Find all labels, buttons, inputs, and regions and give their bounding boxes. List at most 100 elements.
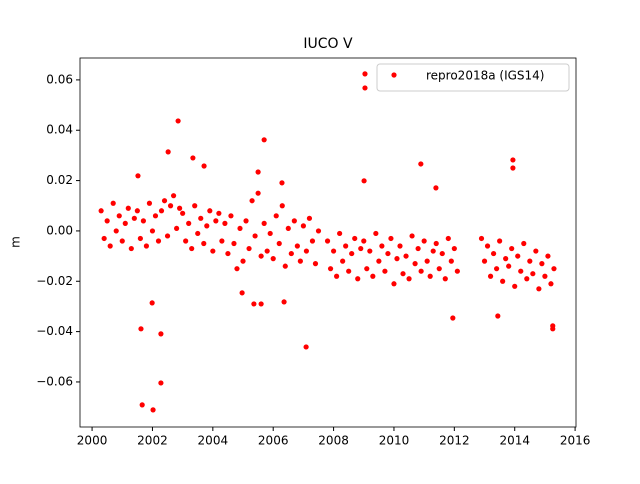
point	[137, 235, 143, 242]
point	[276, 240, 282, 247]
legend-box	[376, 63, 570, 92]
point	[149, 300, 155, 306]
point	[303, 344, 309, 350]
point	[370, 273, 376, 279]
point	[207, 208, 213, 214]
point	[167, 203, 174, 209]
point	[252, 233, 258, 239]
point	[412, 261, 418, 267]
point	[303, 248, 310, 254]
point	[279, 180, 285, 186]
point	[170, 193, 177, 199]
point	[122, 220, 128, 226]
point	[478, 235, 485, 242]
point	[267, 230, 273, 237]
point	[279, 203, 285, 209]
point	[291, 218, 297, 224]
point	[101, 235, 107, 242]
point	[343, 243, 349, 249]
point	[204, 223, 210, 229]
point	[490, 250, 497, 257]
point	[373, 230, 379, 237]
point	[315, 228, 322, 234]
point	[312, 261, 319, 267]
x-tick-label: 2000	[77, 434, 108, 448]
point	[261, 137, 267, 143]
point	[155, 238, 162, 244]
point	[484, 243, 491, 249]
point	[98, 208, 104, 214]
point	[294, 243, 300, 249]
point	[222, 220, 228, 226]
point	[436, 266, 442, 272]
point	[409, 233, 415, 239]
point	[240, 258, 246, 264]
point	[190, 155, 196, 161]
point	[355, 276, 361, 282]
y-tick-label: −0.02	[36, 274, 73, 288]
point	[201, 163, 207, 169]
point	[255, 169, 261, 175]
point	[285, 225, 291, 232]
point	[258, 253, 264, 259]
point	[113, 228, 119, 234]
point	[210, 248, 216, 254]
point	[158, 208, 165, 214]
point	[134, 208, 140, 214]
point	[448, 258, 454, 264]
x-tick-label: 2002	[137, 434, 168, 448]
point	[433, 240, 439, 247]
x-tick-label: 2004	[198, 434, 229, 448]
point	[330, 248, 337, 254]
y-tick-label: 0.00	[46, 223, 73, 237]
point	[186, 220, 192, 226]
point	[300, 223, 306, 229]
point	[400, 271, 406, 277]
x-tick-label: 2016	[560, 434, 591, 448]
point	[382, 268, 388, 274]
point	[135, 173, 141, 179]
point	[116, 213, 122, 219]
point	[119, 238, 125, 244]
point	[219, 238, 225, 244]
point	[530, 271, 536, 277]
point	[427, 273, 433, 279]
point	[273, 213, 279, 219]
point	[551, 266, 557, 272]
point	[394, 256, 400, 262]
point	[180, 210, 186, 216]
point	[334, 273, 340, 279]
point	[385, 250, 391, 257]
point	[192, 203, 198, 209]
y-tick-label: 0.06	[46, 72, 73, 86]
point	[518, 268, 524, 274]
point	[306, 215, 313, 221]
point	[497, 238, 503, 244]
point	[349, 250, 355, 257]
point	[524, 276, 530, 282]
point	[421, 238, 427, 244]
point	[309, 238, 316, 244]
point	[150, 407, 156, 413]
point	[388, 235, 394, 242]
point	[270, 256, 276, 262]
point	[439, 250, 445, 257]
point	[288, 250, 294, 257]
point	[503, 256, 509, 262]
point	[110, 200, 116, 206]
point	[216, 210, 222, 216]
point	[340, 258, 346, 264]
x-tick-label: 2010	[379, 434, 410, 448]
point	[246, 245, 252, 252]
point	[324, 238, 331, 244]
point	[164, 233, 171, 239]
point	[264, 248, 270, 254]
point	[403, 253, 409, 259]
point	[550, 326, 556, 332]
point	[494, 266, 500, 272]
point	[131, 215, 137, 221]
point	[139, 402, 145, 408]
point	[177, 205, 183, 211]
y-axis-label: m	[9, 236, 23, 248]
